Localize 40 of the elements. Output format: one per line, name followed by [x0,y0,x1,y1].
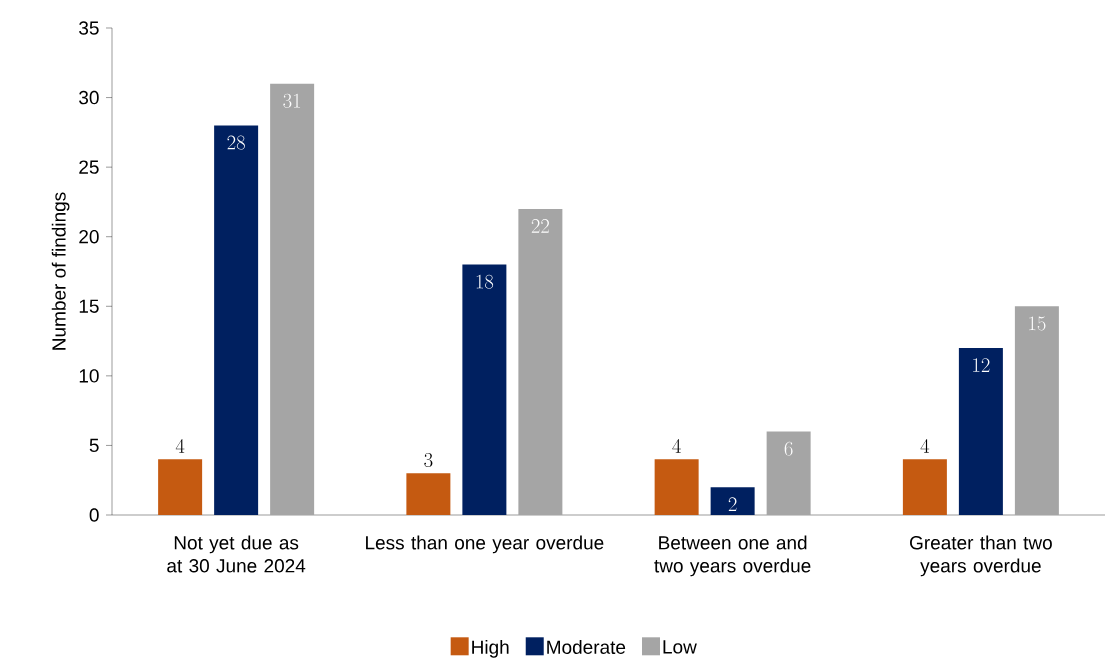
x-tick-label: Not yet due as at 30 June 2024 [167,535,306,573]
bar [270,83,315,515]
y-tick-label: 10 [79,369,99,383]
bar [902,459,947,515]
y-tick-label: 35 [79,21,99,35]
data-label: 31 [283,93,301,108]
data-label: 4 [175,439,185,453]
bar [214,125,259,515]
y-tick-label: 30 [79,90,99,105]
bar [958,348,1003,515]
legend-label: Low [663,640,697,654]
bar [406,473,451,515]
data-label: 4 [920,439,930,453]
bar [654,459,699,515]
data-label: 12 [973,358,990,372]
data-label: 3 [424,453,433,468]
bar [158,459,203,515]
y-axis-title: Number of findings [51,192,70,350]
data-label: 18 [476,274,494,289]
data-label: 22 [531,219,549,233]
y-tick-label: 25 [79,160,99,174]
y-tick-label: 0 [89,508,99,522]
x-tick-label: Less than one year overdue [366,535,604,554]
y-tick-label: 5 [89,438,99,453]
y-tick-label: 20 [79,229,99,244]
y-tick-label: 15 [79,299,99,313]
bar [710,487,755,515]
data-label: 15 [1029,316,1046,331]
bar [766,431,811,515]
legend-label: Moderate [547,639,626,654]
bar [518,208,563,515]
bar [462,264,507,515]
x-tick-label: Greater than two years overdue [910,535,1052,577]
legend-label: High [472,639,509,658]
data-label: 28 [227,135,245,150]
data-label: 2 [728,497,737,512]
x-tick-label: Between one and two years overdue [654,535,811,577]
data-label: 6 [784,441,793,456]
bar [1014,306,1059,515]
data-label: 4 [672,439,681,453]
